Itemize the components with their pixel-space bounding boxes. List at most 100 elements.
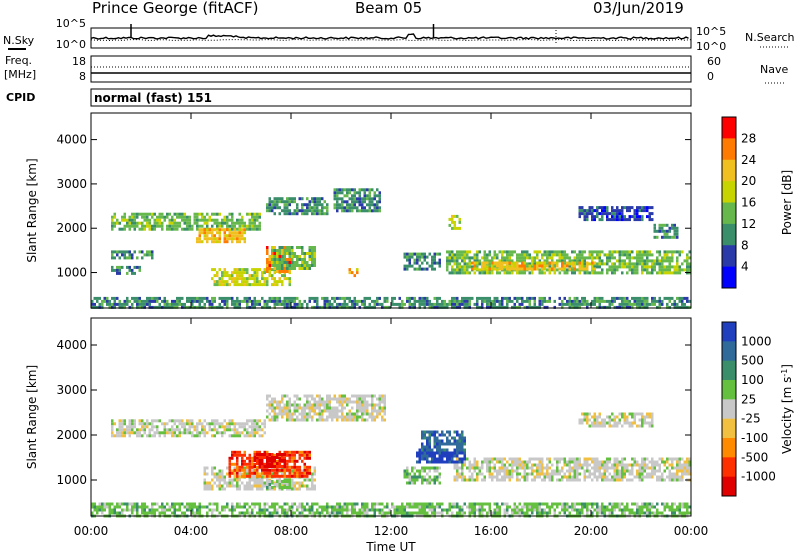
velocity-cell bbox=[333, 394, 336, 398]
power-cell bbox=[533, 262, 536, 266]
power-cell bbox=[156, 224, 159, 228]
velocity-cell bbox=[241, 472, 244, 476]
power-cell bbox=[516, 305, 519, 309]
velocity-cell bbox=[268, 483, 271, 486]
power-cell bbox=[486, 268, 489, 272]
power-cell bbox=[641, 296, 644, 300]
power-cell bbox=[151, 250, 154, 254]
velocity-cell bbox=[273, 415, 276, 419]
power-cell bbox=[168, 302, 171, 306]
power-cell bbox=[583, 267, 586, 271]
power-cell bbox=[308, 296, 311, 300]
velocity-cell bbox=[333, 409, 336, 413]
power-cell bbox=[126, 265, 129, 269]
velocity-cell bbox=[236, 478, 239, 482]
power-cell bbox=[358, 305, 361, 309]
power-cell bbox=[313, 212, 316, 216]
velocity-cell bbox=[288, 400, 291, 404]
power-cell bbox=[673, 229, 676, 233]
velocity-cell bbox=[273, 462, 276, 466]
velocity-cell bbox=[488, 463, 491, 467]
velocity-cell bbox=[481, 466, 484, 470]
velocity-cell bbox=[303, 394, 306, 398]
velocity-cell bbox=[283, 459, 286, 462]
velocity-cell bbox=[96, 511, 99, 515]
velocity-cell bbox=[491, 472, 494, 476]
velocity-cell bbox=[528, 472, 531, 476]
power-cell bbox=[308, 249, 311, 252]
power-cell bbox=[606, 259, 609, 263]
power-cell bbox=[361, 197, 364, 201]
power-cell bbox=[373, 194, 376, 198]
velocity-cell bbox=[236, 434, 239, 438]
power-cell bbox=[608, 250, 611, 254]
power-cell bbox=[363, 191, 366, 195]
power-cell bbox=[496, 305, 499, 309]
power-cell bbox=[296, 258, 299, 261]
power-cell bbox=[98, 296, 101, 300]
velocity-cell bbox=[343, 418, 346, 422]
power-cell bbox=[186, 215, 189, 219]
power-cell bbox=[166, 224, 169, 228]
velocity-cell bbox=[586, 466, 589, 470]
power-cell bbox=[586, 267, 589, 271]
velocity-cell bbox=[101, 508, 104, 512]
velocity-cell bbox=[296, 505, 299, 509]
velocity-cell bbox=[366, 403, 369, 407]
power-cell bbox=[673, 235, 676, 239]
power-cell bbox=[361, 188, 364, 192]
velocity-cell bbox=[543, 478, 546, 482]
velocity-cell bbox=[241, 468, 244, 472]
velocity-cell bbox=[196, 505, 199, 509]
power-cell bbox=[638, 250, 641, 254]
power-cell bbox=[146, 299, 149, 303]
velocity-cell bbox=[191, 419, 194, 423]
power-cell bbox=[286, 267, 289, 270]
power-cell bbox=[188, 224, 191, 228]
power-cell bbox=[668, 229, 671, 233]
velocity-cell bbox=[271, 465, 274, 468]
power-cell bbox=[318, 197, 321, 201]
velocity-cell bbox=[283, 394, 286, 398]
velocity-cell bbox=[373, 394, 376, 398]
power-cell bbox=[451, 256, 454, 260]
velocity-cell bbox=[198, 508, 201, 512]
power-cell bbox=[286, 249, 289, 252]
velocity-cell bbox=[301, 502, 304, 506]
velocity-cell bbox=[231, 478, 234, 482]
velocity-cell bbox=[291, 456, 294, 460]
velocity-cell bbox=[346, 505, 349, 509]
velocity-cell bbox=[228, 428, 231, 432]
velocity-cell bbox=[148, 434, 151, 438]
power-cell bbox=[516, 261, 519, 265]
power-cell bbox=[671, 271, 674, 275]
power-cell bbox=[368, 296, 371, 300]
power-cell bbox=[536, 250, 539, 254]
power-cell bbox=[618, 209, 621, 213]
power-cell bbox=[518, 305, 521, 309]
power-cell bbox=[253, 283, 256, 287]
velocity-cell bbox=[266, 409, 269, 413]
velocity-cell bbox=[676, 457, 679, 461]
power-cell bbox=[288, 258, 291, 261]
power-cell bbox=[651, 265, 654, 269]
power-cell bbox=[626, 209, 629, 213]
power-cell bbox=[316, 302, 319, 306]
power-cell bbox=[423, 296, 426, 300]
velocity-cell bbox=[311, 472, 314, 476]
power-cell bbox=[198, 237, 201, 241]
velocity-cell bbox=[148, 508, 151, 512]
velocity-cell bbox=[168, 419, 171, 423]
power-cell bbox=[178, 212, 181, 216]
power-cell bbox=[511, 264, 514, 268]
velocity-cell bbox=[206, 472, 209, 476]
power-cell bbox=[348, 191, 351, 195]
power-cell bbox=[151, 305, 154, 309]
power-cell bbox=[126, 224, 129, 228]
power-cell bbox=[496, 256, 499, 260]
velocity-cell bbox=[421, 442, 424, 446]
velocity-cell bbox=[603, 463, 606, 467]
velocity-cell bbox=[161, 511, 164, 515]
power-cell bbox=[348, 299, 351, 303]
power-cell bbox=[301, 267, 304, 270]
